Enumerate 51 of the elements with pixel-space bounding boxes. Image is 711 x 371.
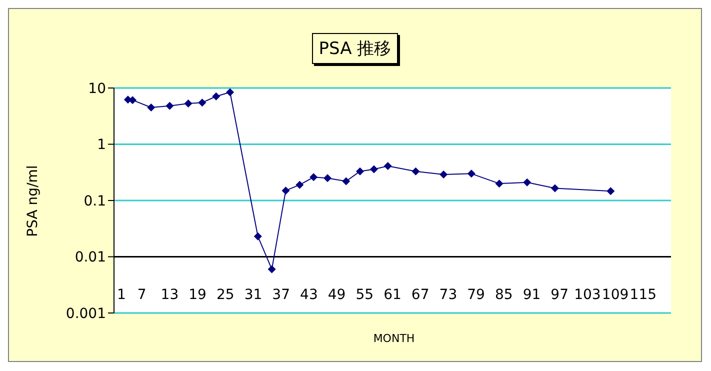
x-tick-label: 79: [467, 287, 485, 303]
x-tick-label: 109: [602, 287, 629, 303]
point: [324, 174, 332, 182]
x-tick-label: 25: [216, 287, 234, 303]
point: [440, 170, 448, 178]
point: [342, 177, 350, 186]
x-axis-title: MONTH: [372, 332, 416, 345]
x-tick-label: 49: [328, 287, 346, 303]
x-tick-label: 115: [630, 287, 657, 303]
x-tick-label: 43: [300, 287, 318, 303]
x-tick-label: 97: [550, 287, 569, 303]
x-tick-label: 67: [411, 287, 430, 303]
point: [254, 232, 262, 240]
point: [268, 265, 276, 274]
x-tick-label: 1: [117, 287, 126, 303]
point: [226, 88, 234, 96]
x-tick-label: 19: [188, 287, 206, 303]
point: [356, 167, 364, 176]
x-tick-label: 61: [384, 287, 402, 303]
point: [550, 184, 559, 192]
point: [184, 100, 192, 108]
point: [166, 102, 174, 110]
x-tick-label: 55: [356, 287, 374, 303]
point: [198, 98, 206, 107]
x-tick-label: 37: [272, 287, 290, 303]
x-tick-label: 103: [574, 287, 601, 303]
point: [523, 178, 532, 186]
x-tick-label: 7: [137, 287, 146, 303]
point: [412, 167, 420, 176]
chart-title: PSA 推移: [312, 33, 398, 64]
point: [282, 186, 290, 195]
x-tick-label: 73: [439, 287, 458, 303]
point: [606, 187, 615, 196]
point: [147, 104, 156, 112]
point: [296, 180, 304, 189]
y-axis-title: PSA ng/ml: [25, 165, 41, 237]
y-tick-label: 0.01: [74, 250, 106, 266]
point: [384, 162, 392, 170]
point: [370, 165, 378, 174]
y-tick-label: 1: [97, 137, 106, 154]
point: [212, 92, 220, 100]
x-tick-label: 91: [522, 287, 541, 303]
y-tick-label: 0.1: [84, 193, 106, 210]
point: [467, 170, 476, 178]
point: [495, 180, 504, 188]
x-tick-label: 31: [244, 287, 262, 303]
y-tick-label: 10: [88, 80, 106, 97]
point: [310, 173, 318, 182]
y-tick-label: 0.001: [66, 306, 106, 322]
x-tick-label: 13: [160, 287, 179, 303]
x-tick-label: 85: [494, 287, 513, 303]
